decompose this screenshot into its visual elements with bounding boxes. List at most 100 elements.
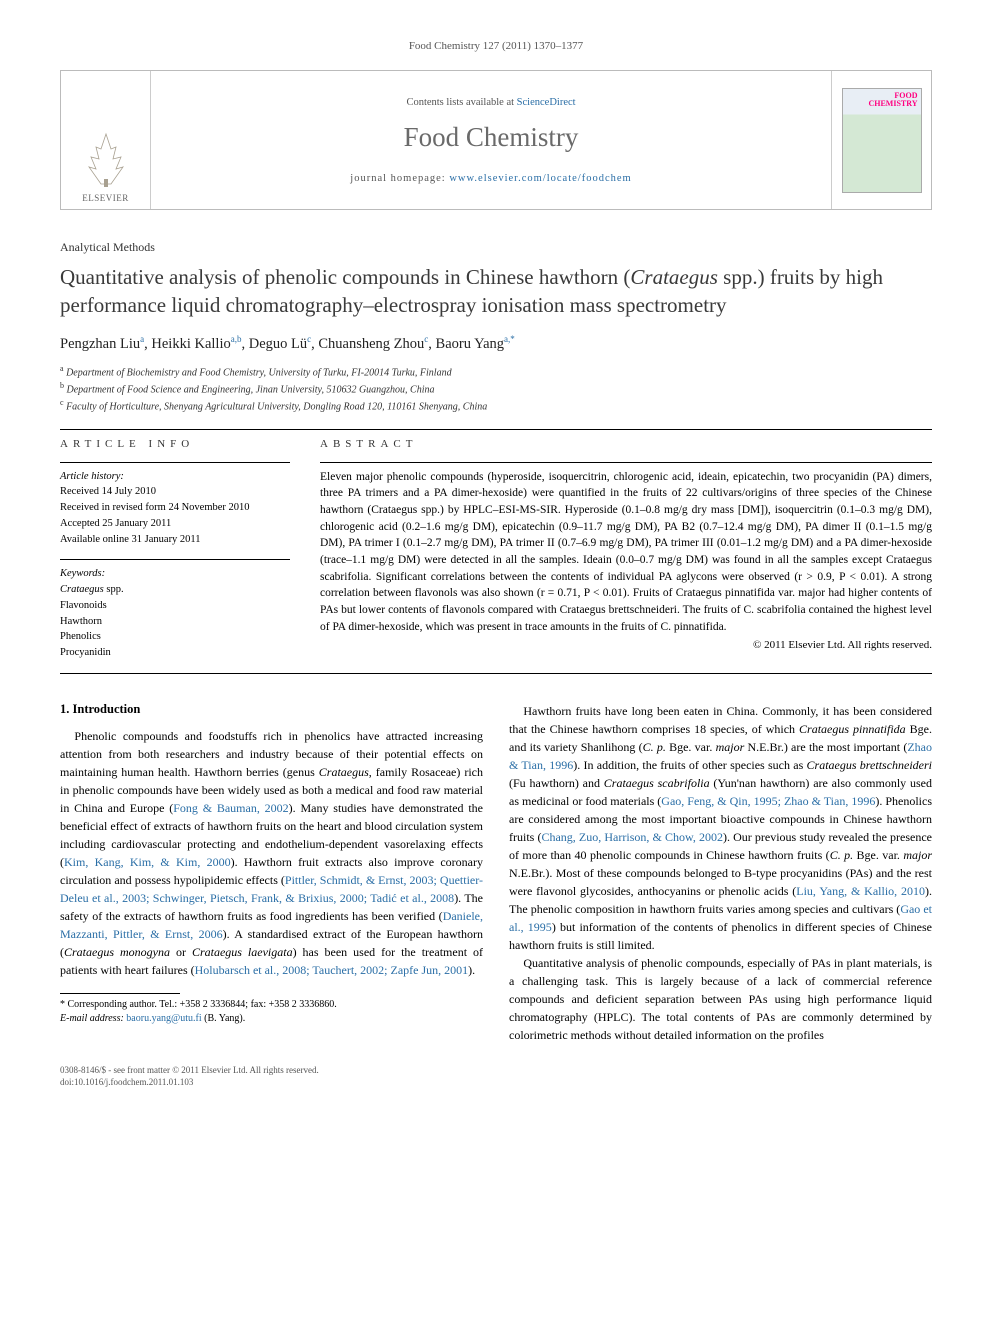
- text-run: Bge. var.: [853, 848, 903, 862]
- homepage-line: journal homepage: www.elsevier.com/locat…: [350, 173, 631, 184]
- text-run: Bge. var.: [666, 740, 716, 754]
- keywords-label: Keywords:: [60, 566, 290, 582]
- keyword-2: Flavonoids: [60, 598, 290, 614]
- footnote-rule: [60, 993, 180, 994]
- journal-name: Food Chemistry: [404, 122, 579, 153]
- article-info-column: ARTICLE INFO Article history: Received 1…: [60, 438, 290, 661]
- citation-link[interactable]: Fong & Bauman, 2002: [173, 801, 288, 815]
- divider: [320, 462, 932, 463]
- species-italic: Crataegus brettschneideri: [807, 758, 932, 772]
- citation-link[interactable]: Liu, Yang, & Kallio, 2010: [796, 884, 925, 898]
- contents-prefix: Contents lists available at: [406, 97, 516, 108]
- text-run: ). In addition, the fruits of other spec…: [573, 758, 806, 772]
- variety-italic: major: [903, 848, 932, 862]
- cover-box: FOOD CHEMISTRY: [831, 71, 931, 209]
- text-run: (Fu hawthorn) and: [509, 776, 604, 790]
- front-matter-line: 0308-8146/$ - see front matter © 2011 El…: [60, 1064, 932, 1076]
- email-link[interactable]: baoru.yang@utu.fi: [126, 1013, 201, 1024]
- species-italic: C. p.: [830, 848, 853, 862]
- title-part-1: Quantitative analysis of phenolic compou…: [60, 265, 630, 289]
- history-accepted: Accepted 25 January 2011: [60, 516, 290, 532]
- intro-paragraph-1: Phenolic compounds and foodstuffs rich i…: [60, 727, 483, 979]
- copyright-line: © 2011 Elsevier Ltd. All rights reserved…: [320, 639, 932, 651]
- article-info-heading: ARTICLE INFO: [60, 438, 290, 450]
- author-2: Heikki Kallioa,b: [151, 336, 241, 352]
- left-column: 1. Introduction Phenolic compounds and f…: [60, 702, 483, 1044]
- affiliations: a Department of Biochemistry and Food Ch…: [60, 363, 932, 415]
- author-name: Chuansheng Zhou: [318, 336, 424, 352]
- author-4: Chuansheng Zhouc: [318, 336, 428, 352]
- text-run: or: [170, 945, 192, 959]
- author-affil-sup: c: [307, 334, 311, 344]
- publisher-logo-box: ELSEVIER: [61, 71, 151, 209]
- text-run: N.E.Br.) are the most important (: [744, 740, 907, 754]
- keyword-genus: Crataegus: [60, 584, 104, 595]
- author-affil-sup: a,b: [231, 334, 242, 344]
- citation-link[interactable]: Chang, Zuo, Harrison, & Chow, 2002: [541, 830, 723, 844]
- keyword-1: Crataegus spp.: [60, 582, 290, 598]
- masthead: ELSEVIER Contents lists available at Sci…: [60, 70, 932, 210]
- citation-link[interactable]: Holubarsch et al., 2008; Tauchert, 2002;…: [195, 963, 469, 977]
- affil-text: Department of Food Science and Engineeri…: [67, 384, 435, 395]
- species-italic: Crataegus laevigata: [192, 945, 293, 959]
- affiliation-a: a Department of Biochemistry and Food Ch…: [60, 363, 932, 380]
- species-italic: Crataegus pinnatifida: [799, 722, 906, 736]
- page-container: Food Chemistry 127 (2011) 1370–1377 ELSE…: [0, 0, 992, 1128]
- history-online: Available online 31 January 2011: [60, 532, 290, 548]
- species-italic: Crataegus scabrifolia: [604, 776, 710, 790]
- text-run: ).: [468, 963, 475, 977]
- citation-link[interactable]: Gao, Feng, & Qin, 1995; Zhao & Tian, 199…: [661, 794, 875, 808]
- keyword-4: Phenolics: [60, 629, 290, 645]
- abstract-column: ABSTRACT Eleven major phenolic compounds…: [320, 438, 932, 661]
- running-head: Food Chemistry 127 (2011) 1370–1377: [60, 40, 932, 52]
- divider: [60, 429, 932, 430]
- affil-sup: b: [60, 381, 64, 390]
- section-1-heading: 1. Introduction: [60, 702, 483, 717]
- author-name: Heikki Kallio: [151, 336, 230, 352]
- author-name: Pengzhan Liu: [60, 336, 140, 352]
- keyword-5: Procyanidin: [60, 645, 290, 661]
- cover-word-2: CHEMISTRY: [868, 99, 917, 108]
- email-label: E-mail address:: [60, 1013, 126, 1024]
- history-received: Received 14 July 2010: [60, 484, 290, 500]
- affil-text: Department of Biochemistry and Food Chem…: [66, 367, 452, 378]
- doi-line: doi:10.1016/j.foodchem.2011.01.103: [60, 1076, 932, 1088]
- sciencedirect-link[interactable]: ScienceDirect: [517, 97, 576, 108]
- citation-link[interactable]: Kim, Kang, Kim, & Kim, 2000: [64, 855, 231, 869]
- intro-paragraph-3: Quantitative analysis of phenolic compou…: [509, 954, 932, 1044]
- affil-sup: c: [60, 398, 64, 407]
- keyword-rest: spp.: [104, 584, 124, 595]
- footnote-marker: *: [60, 999, 68, 1010]
- author-3: Deguo Lüc: [249, 336, 311, 352]
- journal-cover-thumbnail: FOOD CHEMISTRY: [842, 88, 922, 193]
- homepage-prefix: journal homepage:: [350, 173, 449, 184]
- footnote-text: Corresponding author. Tel.: +358 2 33368…: [68, 999, 337, 1010]
- divider: [60, 559, 290, 560]
- affil-sup: a: [60, 364, 64, 373]
- species-italic: Crataegus monogyna: [64, 945, 170, 959]
- author-name: Deguo Lü: [249, 336, 307, 352]
- variety-italic: major: [716, 740, 745, 754]
- article-type: Analytical Methods: [60, 240, 932, 255]
- genus-italic: Crataegus: [319, 765, 369, 779]
- elsevier-tree-icon: [81, 129, 131, 189]
- author-name: Baoru Yang: [436, 336, 504, 352]
- author-5: Baoru Yanga,*: [436, 336, 515, 352]
- divider: [60, 462, 290, 463]
- affiliation-c: c Faculty of Horticulture, Shenyang Agri…: [60, 397, 932, 414]
- elsevier-label: ELSEVIER: [82, 193, 129, 203]
- body-two-columns: 1. Introduction Phenolic compounds and f…: [60, 702, 932, 1044]
- affiliation-b: b Department of Food Science and Enginee…: [60, 380, 932, 397]
- author-affil-sup: c: [424, 334, 428, 344]
- author-affil-sup: a: [140, 334, 144, 344]
- homepage-link[interactable]: www.elsevier.com/locate/foodchem: [449, 173, 631, 184]
- article-title: Quantitative analysis of phenolic compou…: [60, 263, 932, 320]
- intro-paragraph-2: Hawthorn fruits have long been eaten in …: [509, 702, 932, 1044]
- author-affil-sup: a,*: [504, 334, 515, 344]
- divider: [60, 673, 932, 674]
- history-label: Article history:: [60, 469, 290, 485]
- abstract-heading: ABSTRACT: [320, 438, 932, 450]
- cover-title: FOOD CHEMISTRY: [868, 92, 917, 108]
- history-revised: Received in revised form 24 November 201…: [60, 500, 290, 516]
- article-history: Article history: Received 14 July 2010 R…: [60, 469, 290, 548]
